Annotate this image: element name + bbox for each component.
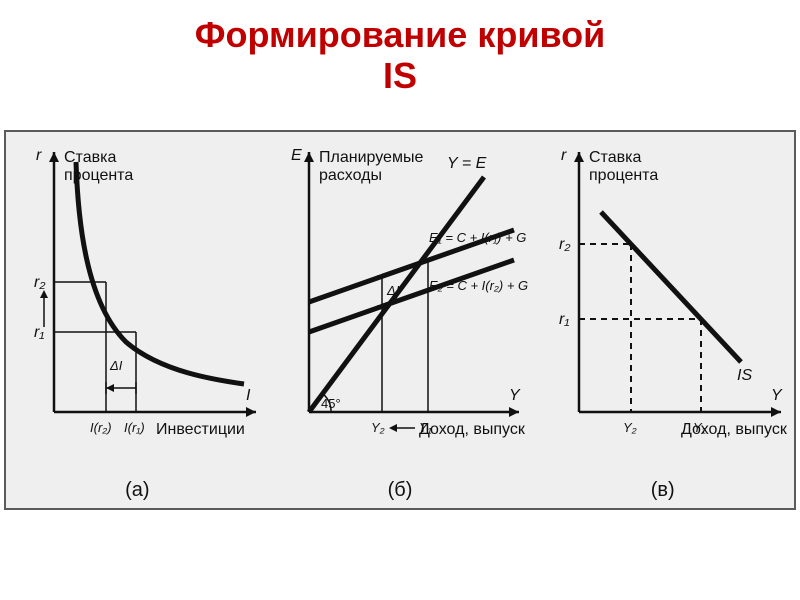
label-Y1b: Y₁ <box>419 420 432 435</box>
axes-a <box>49 152 256 417</box>
axis-r-title-1: Ставка <box>64 149 116 166</box>
axis-E-title-1: Планируемые <box>319 149 423 166</box>
axis-rc-title-2: процента <box>589 167 658 184</box>
label-deltaI-a: ΔI <box>109 358 123 373</box>
axis-E-label: E <box>291 147 302 164</box>
axis-Yc-label: Y <box>771 387 783 404</box>
axis-rc-title-1: Ставка <box>589 149 641 166</box>
label-r1-c: r₁ <box>559 311 569 328</box>
is-line <box>601 212 741 362</box>
label-Y1-c: Y₁ <box>693 420 706 435</box>
axis-rc-label: r <box>561 147 567 164</box>
label-r1: r₁ <box>34 324 44 341</box>
panel-a: r Ставка процента I Инвестиции r₁ r₂ <box>6 132 269 508</box>
panel-a-svg: r Ставка процента I Инвестиции r₁ r₂ <box>6 132 270 472</box>
axis-Yb-label: Y <box>509 387 521 404</box>
label-Ir2: I(r₂) <box>90 420 112 435</box>
investment-curve <box>76 162 244 384</box>
caption-a: (а) <box>6 479 269 502</box>
label-E1: E₁ = C + I(r₁) + G <box>429 230 526 245</box>
title-line-2: IS <box>383 55 417 96</box>
figure-panels: r Ставка процента I Инвестиции r₁ r₂ <box>4 130 796 510</box>
panel-b: E Планируемые расходы Y Доход, выпуск Y … <box>269 132 532 508</box>
label-IS: IS <box>737 367 752 384</box>
axis-Yb-title: Доход, выпуск <box>419 421 526 438</box>
label-45: 45° <box>321 396 341 411</box>
panel-c: r Ставка процента Y Доход, выпуск IS r₂ … <box>531 132 794 508</box>
axis-E-title-2: расходы <box>319 167 382 184</box>
label-E2: E₂ = C + I(r₂) + G <box>429 278 528 293</box>
label-Y2b: Y₂ <box>371 420 385 435</box>
title-line-1: Формирование кривой <box>195 14 605 55</box>
page-title: Формирование кривой IS <box>0 0 800 97</box>
label-YE: Y = E <box>447 155 487 172</box>
caption-b: (б) <box>269 479 532 502</box>
label-deltaI-b: ΔI <box>386 283 400 298</box>
caption-c: (в) <box>531 479 794 502</box>
axis-I-label: I <box>246 387 251 404</box>
label-r2: r₂ <box>34 274 45 291</box>
panel-b-svg: E Планируемые расходы Y Доход, выпуск Y … <box>269 132 533 472</box>
axis-I-title: Инвестиции <box>156 421 245 438</box>
label-r2-c: r₂ <box>559 236 570 253</box>
axis-r-label: r <box>36 147 42 164</box>
panel-c-svg: r Ставка процента Y Доход, выпуск IS r₂ … <box>531 132 795 472</box>
label-Y2-c: Y₂ <box>623 420 637 435</box>
label-Ir1: I(r₁) <box>124 420 145 435</box>
